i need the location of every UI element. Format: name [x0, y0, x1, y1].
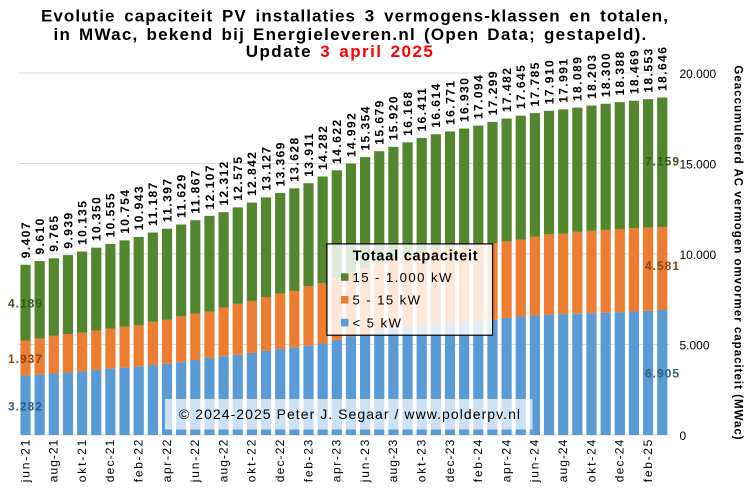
- svg-text:Geaccumuleerd AC vermogen omvo: Geaccumuleerd AC vermogen omvormer capac…: [732, 65, 744, 440]
- svg-text:7.159: 7.159: [645, 155, 680, 169]
- svg-text:17.482: 17.482: [500, 67, 514, 112]
- svg-text:jun-24: jun-24: [528, 439, 542, 483]
- svg-text:11.187: 11.187: [146, 181, 160, 226]
- svg-text:16.771: 16.771: [443, 80, 457, 125]
- svg-text:10.555: 10.555: [104, 192, 118, 237]
- svg-text:dec-22: dec-22: [273, 439, 287, 482]
- svg-text:apr-24: apr-24: [499, 439, 513, 482]
- svg-text:11.867: 11.867: [189, 169, 203, 214]
- svg-text:18.646: 18.646: [656, 46, 670, 91]
- svg-text:18.388: 18.388: [613, 50, 627, 95]
- svg-text:dec-23: dec-23: [443, 439, 457, 482]
- svg-text:1.937: 1.937: [8, 352, 43, 366]
- svg-text:10.350: 10.350: [90, 196, 104, 241]
- svg-text:14.992: 14.992: [344, 112, 358, 157]
- svg-text:18.469: 18.469: [627, 49, 641, 94]
- svg-text:Update 3 april 2025: Update 3 april 2025: [246, 42, 435, 61]
- svg-text:15.000: 15.000: [680, 158, 717, 172]
- svg-text:4.189: 4.189: [8, 297, 43, 311]
- svg-text:13.628: 13.628: [288, 136, 302, 181]
- svg-text:9.407: 9.407: [19, 221, 33, 258]
- svg-text:9.610: 9.610: [33, 217, 47, 254]
- svg-text:18.089: 18.089: [571, 56, 585, 101]
- svg-text:13.127: 13.127: [259, 145, 273, 190]
- svg-text:18.553: 18.553: [641, 47, 655, 92]
- svg-text:14.282: 14.282: [316, 125, 330, 170]
- svg-text:13.369: 13.369: [274, 141, 288, 186]
- svg-text:jun-22: jun-22: [188, 439, 202, 483]
- svg-text:15 - 1.000 kW: 15 - 1.000 kW: [353, 270, 453, 285]
- svg-text:aug-22: aug-22: [216, 439, 230, 482]
- svg-text:< 5 kW: < 5 kW: [353, 315, 403, 330]
- svg-text:okt-23: okt-23: [415, 439, 429, 482]
- svg-text:feb-22: feb-22: [132, 439, 146, 482]
- svg-text:feb-23: feb-23: [301, 439, 315, 482]
- svg-text:aug-24: aug-24: [556, 439, 570, 482]
- svg-text:feb-24: feb-24: [471, 439, 485, 482]
- svg-text:16.411: 16.411: [415, 87, 429, 132]
- svg-text:11.397: 11.397: [160, 177, 174, 222]
- svg-text:6.905: 6.905: [645, 367, 680, 381]
- svg-text:in MWac, bekend bij Energielev: in MWac, bekend bij Energieleveren.nl (O…: [53, 25, 647, 44]
- svg-text:okt-21: okt-21: [75, 439, 89, 482]
- svg-text:15.679: 15.679: [373, 99, 387, 144]
- svg-text:12.842: 12.842: [245, 151, 259, 196]
- svg-text:okt-24: okt-24: [584, 439, 598, 482]
- svg-text:jun-23: jun-23: [358, 439, 372, 483]
- svg-text:16.614: 16.614: [429, 82, 443, 127]
- svg-text:17.299: 17.299: [486, 70, 500, 115]
- svg-text:5.000: 5.000: [680, 339, 710, 353]
- svg-text:aug-21: aug-21: [47, 439, 61, 482]
- svg-text:9.939: 9.939: [61, 211, 75, 248]
- svg-text:feb-25: feb-25: [641, 439, 655, 482]
- svg-text:14.622: 14.622: [330, 118, 344, 163]
- svg-text:okt-22: okt-22: [245, 439, 259, 482]
- svg-text:10.000: 10.000: [680, 248, 717, 262]
- svg-text:17.645: 17.645: [514, 64, 528, 109]
- svg-text:13.911: 13.911: [302, 132, 316, 177]
- svg-text:17.910: 17.910: [542, 59, 556, 104]
- svg-text:10.135: 10.135: [75, 200, 89, 245]
- svg-text:apr-23: apr-23: [330, 439, 344, 482]
- svg-text:12.575: 12.575: [231, 155, 245, 200]
- svg-text:11.629: 11.629: [174, 173, 188, 218]
- svg-text:jun-21: jun-21: [18, 439, 32, 483]
- svg-text:aug-23: aug-23: [386, 439, 400, 482]
- svg-text:4.581: 4.581: [645, 259, 680, 273]
- svg-text:5 - 15 kW: 5 - 15 kW: [353, 293, 422, 308]
- svg-text:12.312: 12.312: [217, 160, 231, 205]
- svg-text:16.930: 16.930: [457, 77, 471, 122]
- svg-text:10.943: 10.943: [132, 185, 146, 230]
- svg-text:18.300: 18.300: [599, 52, 613, 97]
- svg-text:apr-22: apr-22: [160, 439, 174, 482]
- svg-text:18.203: 18.203: [585, 54, 599, 99]
- svg-text:20.000: 20.000: [680, 67, 717, 81]
- svg-text:3.282: 3.282: [8, 399, 43, 413]
- svg-text:9.765: 9.765: [47, 214, 61, 251]
- svg-text:15.920: 15.920: [387, 95, 401, 140]
- svg-text:17.991: 17.991: [557, 57, 571, 102]
- svg-text:15.354: 15.354: [358, 105, 372, 150]
- svg-text:Evolutie capaciteit PV install: Evolutie capaciteit PV installaties 3 ve…: [41, 7, 669, 26]
- svg-text:12.107: 12.107: [203, 164, 217, 209]
- svg-text:© 2024-2025 Peter J. Segaar /: © 2024-2025 Peter J. Segaar / www.polder…: [179, 406, 521, 422]
- svg-text:17.785: 17.785: [528, 61, 542, 106]
- svg-text:dec-21: dec-21: [103, 439, 117, 482]
- svg-text:16.168: 16.168: [401, 90, 415, 135]
- svg-text:0: 0: [680, 429, 687, 443]
- svg-text:Totaal capaciteit: Totaal capaciteit: [353, 249, 479, 265]
- svg-text:10.754: 10.754: [118, 188, 132, 233]
- svg-text:dec-24: dec-24: [613, 439, 627, 482]
- svg-text:17.094: 17.094: [472, 74, 486, 119]
